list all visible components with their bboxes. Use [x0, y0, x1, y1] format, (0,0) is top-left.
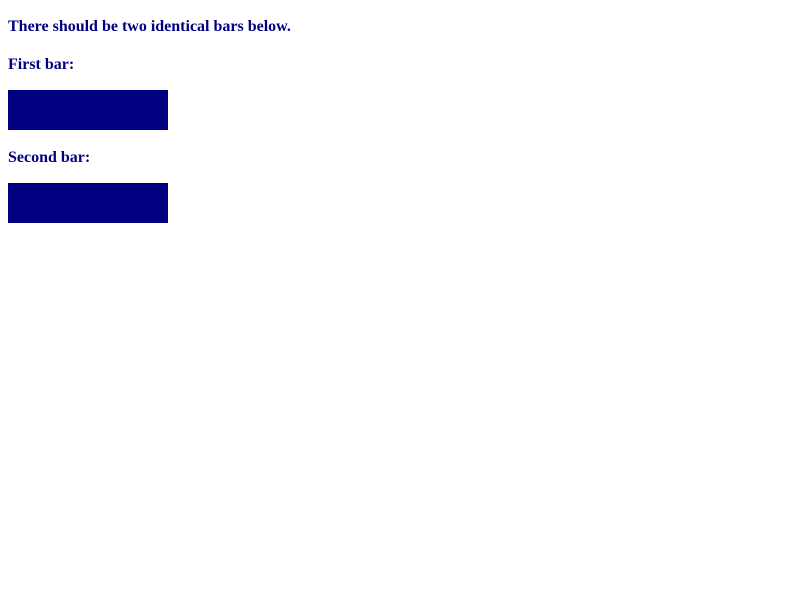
- intro-text: There should be two identical bars below…: [8, 18, 291, 35]
- first-bar: [8, 90, 168, 130]
- second-bar-label: Second bar:: [8, 149, 91, 166]
- second-bar: [8, 183, 168, 223]
- first-bar-label: First bar:: [8, 56, 75, 73]
